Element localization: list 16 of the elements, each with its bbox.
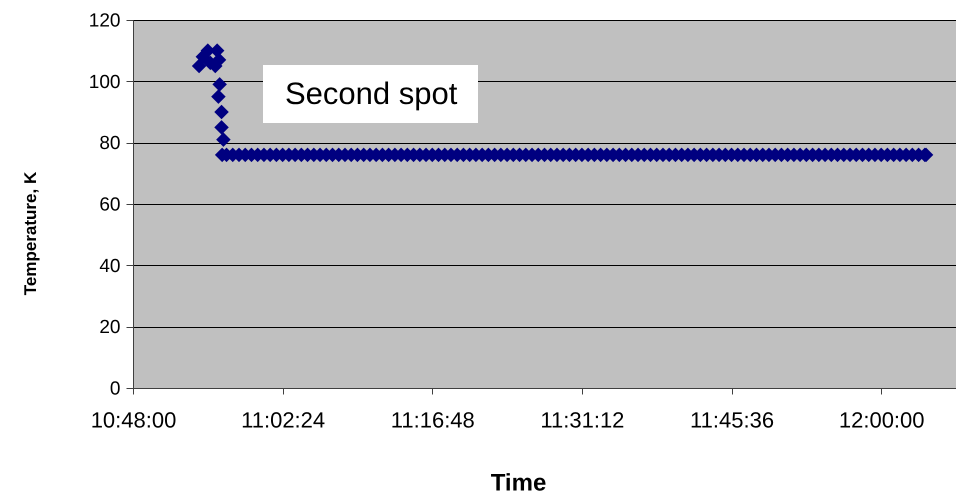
y-tick-label: 0 — [110, 378, 120, 400]
x-tick-label: 11:45:36 — [690, 408, 774, 432]
y-tick-label: 20 — [99, 317, 120, 338]
y-tick-label: 100 — [88, 72, 120, 93]
y-tick-label: 120 — [88, 10, 120, 32]
annotation: Second spot — [285, 76, 458, 111]
x-tick-label: 11:02:24 — [241, 408, 326, 432]
x-axis-title: Time — [490, 470, 546, 496]
x-tick-label: 11:16:48 — [390, 408, 475, 432]
x-tick-label: 10:48:00 — [90, 408, 176, 432]
y-tick-label: 60 — [99, 194, 120, 216]
y-tick-label: 40 — [99, 256, 120, 277]
x-tick-label: 11:31:12 — [540, 408, 624, 432]
y-tick-label: 80 — [99, 133, 120, 154]
x-tick-label: 12:00:00 — [838, 408, 924, 432]
y-axis-title: Temperature, K — [20, 171, 40, 296]
